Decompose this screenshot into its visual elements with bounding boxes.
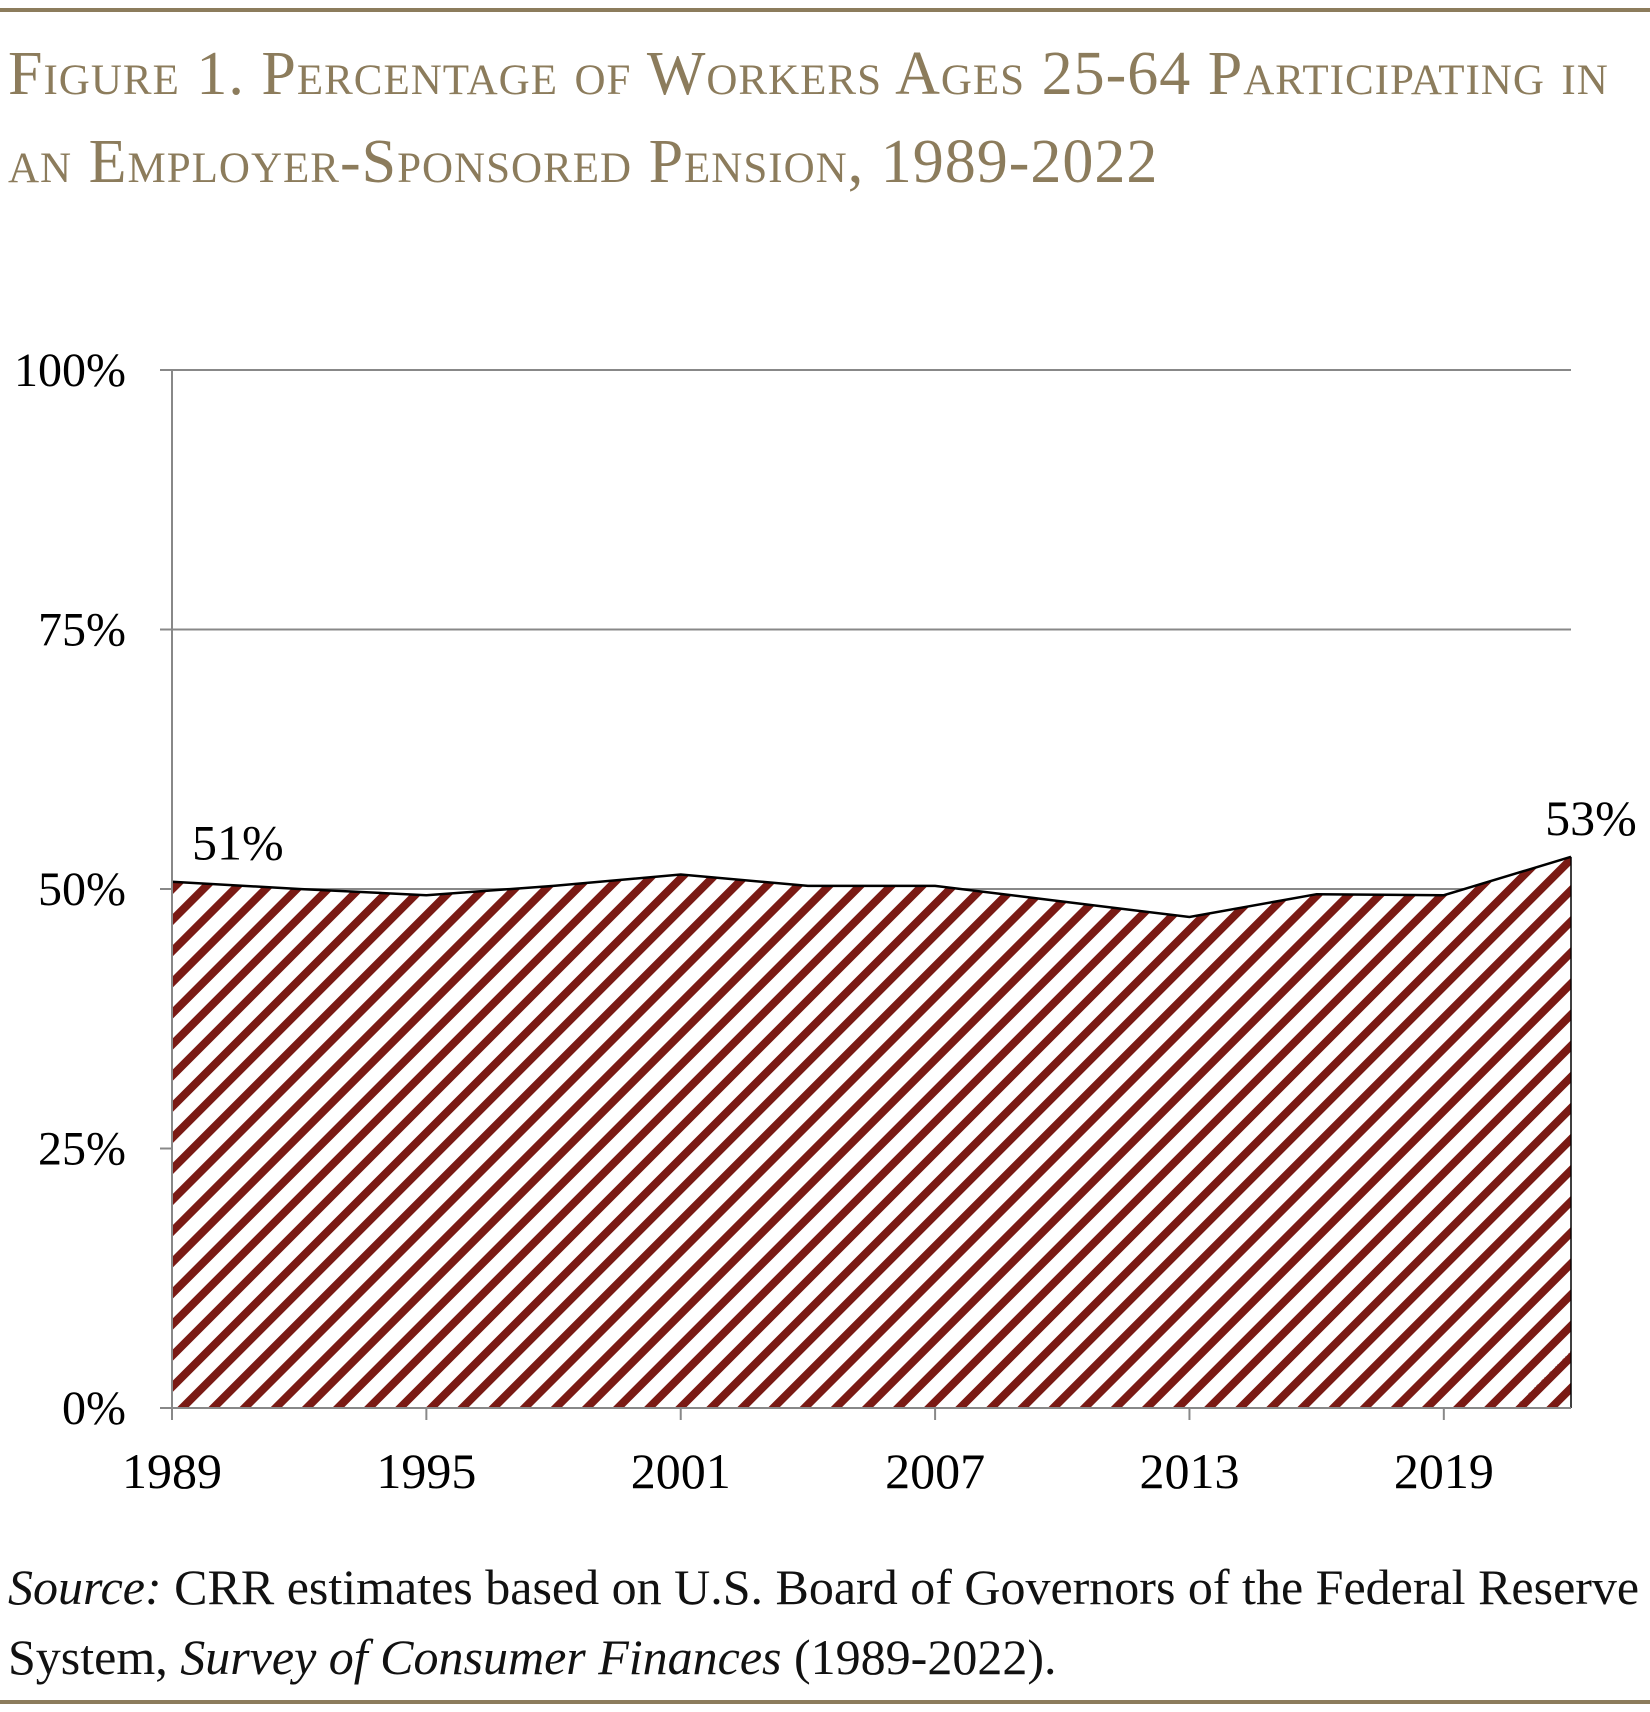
survey-name: Survey of Consumer Finances bbox=[180, 1629, 782, 1685]
y-tick-label: 75% bbox=[38, 604, 126, 657]
area-line bbox=[171, 855, 1572, 919]
bottom-rule bbox=[0, 1700, 1650, 1704]
x-tick-label: 2007 bbox=[885, 1443, 985, 1499]
x-tick-label: 2013 bbox=[1139, 1443, 1239, 1499]
y-tick-label: 25% bbox=[38, 1123, 126, 1176]
y-tick-label: 0% bbox=[62, 1382, 126, 1435]
source-text: CRR estimates based on U.S. Board of Gov… bbox=[8, 1559, 1640, 1685]
source-label: Source: bbox=[8, 1559, 162, 1615]
source-note: Source: CRR estimates based on U.S. Boar… bbox=[8, 1552, 1648, 1692]
top-rule bbox=[0, 8, 1650, 12]
data-label: 53% bbox=[1545, 790, 1637, 846]
x-tick-label: 2001 bbox=[631, 1443, 731, 1499]
figure-title: Figure 1. Percentage of Workers Ages 25-… bbox=[8, 40, 1609, 196]
data-label: 51% bbox=[192, 815, 284, 871]
area-fill bbox=[172, 856, 1571, 1408]
x-tick-label: 2019 bbox=[1394, 1443, 1494, 1499]
x-tick-label: 1995 bbox=[376, 1443, 476, 1499]
y-tick-label: 100% bbox=[14, 344, 126, 397]
area-chart: 0% 25% 50% 75% 100% 1989 1995 2001 2007 2013 2019 5… bbox=[14, 344, 1637, 1499]
x-tick-label: 1989 bbox=[122, 1443, 222, 1499]
y-tick-label: 50% bbox=[38, 863, 126, 916]
source-text-end: (1989-2022). bbox=[781, 1629, 1057, 1685]
